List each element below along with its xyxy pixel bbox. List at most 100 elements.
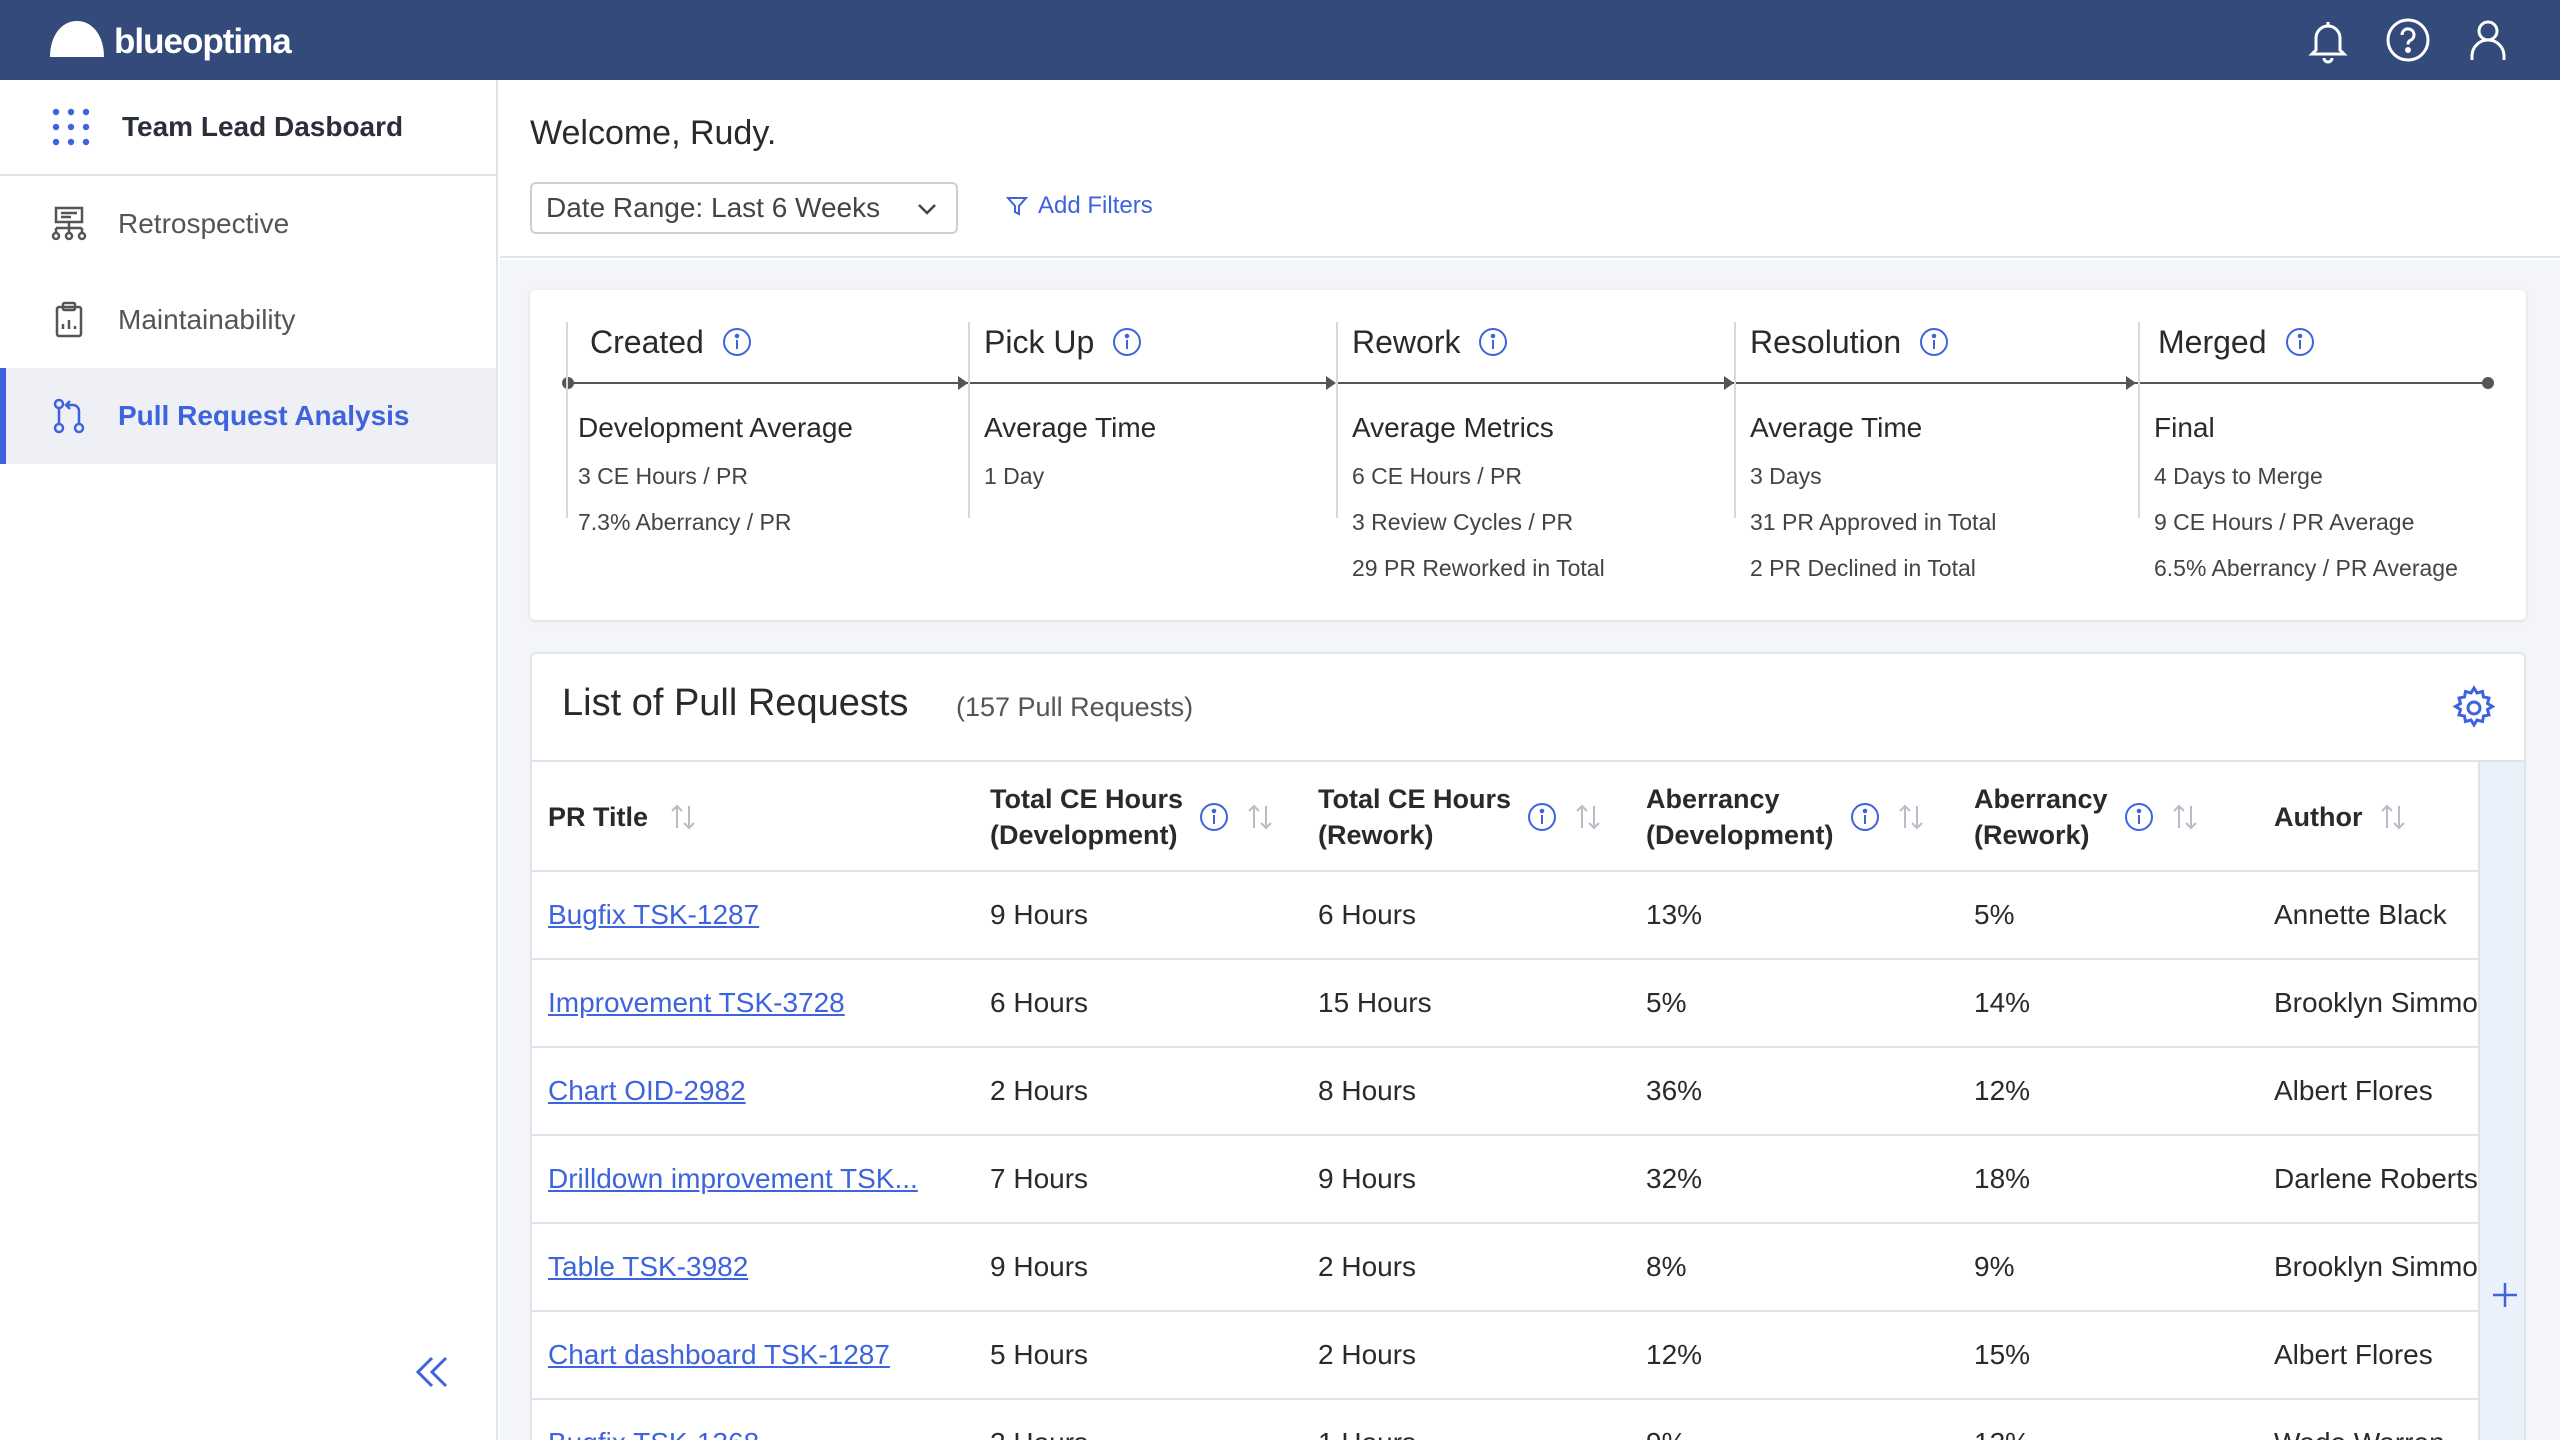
stage-metric: 6.5% Aberrancy / PR Average xyxy=(2154,555,2458,581)
pr-title-link[interactable]: Table TSK-3982 xyxy=(548,1251,749,1282)
sidebar-item-retrospective[interactable]: Retrospective xyxy=(0,176,496,272)
filter-icon xyxy=(1006,197,1028,216)
ce-hours-rework: 8 Hours xyxy=(1318,1075,1417,1106)
aberrancy-development: 36% xyxy=(1646,1075,1703,1106)
ce-hours-development: 9 Hours xyxy=(990,899,1089,930)
column-sublabel: (Rework) xyxy=(1974,820,2090,850)
sort-icon[interactable] xyxy=(2170,802,2200,832)
stage-metric: 1 Day xyxy=(984,463,1045,489)
sidebar-item-pull-request-analysis[interactable]: Pull Request Analysis xyxy=(0,368,496,464)
add-column-panel[interactable] xyxy=(2478,762,2524,1440)
table-row: Improvement TSK-3728 6 Hours 15 Hours 5%… xyxy=(532,960,2478,1048)
info-icon[interactable] xyxy=(1112,327,1142,357)
stage-rework-details: Average Metrics 6 CE Hours / PR 3 Review… xyxy=(1352,412,1605,600)
column-label: PR Title xyxy=(548,802,649,832)
stage-title: Created xyxy=(590,323,704,360)
sort-icon[interactable] xyxy=(1896,802,1926,832)
collapse-sidebar-icon[interactable] xyxy=(410,1350,454,1394)
sort-icon[interactable] xyxy=(1573,802,1603,832)
stage-metric: 7.3% Aberrancy / PR xyxy=(578,509,792,535)
brand-name: blueoptima xyxy=(114,22,292,61)
help-icon[interactable] xyxy=(2384,16,2432,64)
column-header-author[interactable]: Author xyxy=(2274,762,2408,872)
aberrancy-rework: 12% xyxy=(1974,1075,2031,1106)
brand-logo[interactable]: blueoptima xyxy=(48,16,292,62)
add-filters-button[interactable]: Add Filters xyxy=(1006,192,1153,220)
pr-title-link[interactable]: Bugfix TSK-1368 xyxy=(548,1400,978,1440)
pr-title-link[interactable]: Drilldown improvement TSK... xyxy=(548,1163,918,1194)
stage-metric: 3 Review Cycles / PR xyxy=(1352,509,1574,535)
sort-icon[interactable] xyxy=(2378,802,2408,832)
info-icon[interactable] xyxy=(2124,802,2154,832)
timeline-arrow-icon xyxy=(958,376,968,390)
timeline-segment xyxy=(970,382,1330,384)
stage-divider xyxy=(2138,322,2140,518)
aberrancy-rework: 18% xyxy=(1974,1163,2031,1194)
pr-title-link[interactable]: Chart dashboard TSK-1287 xyxy=(548,1339,890,1370)
grid-icon xyxy=(52,108,90,146)
column-header-aberrancy-rework[interactable]: Aberrancy (Rework) xyxy=(1974,762,2200,872)
stage-title: Pick Up xyxy=(984,323,1095,360)
stage-metric: 2 PR Declined in Total xyxy=(1750,555,1976,581)
pr-title-link[interactable]: Chart OID-2982 xyxy=(548,1075,746,1106)
stage-merged: Merged xyxy=(2158,320,2315,364)
pr-title-link[interactable]: Improvement TSK-3728 xyxy=(548,987,845,1018)
ce-hours-rework: 6 Hours xyxy=(1318,899,1417,930)
column-sublabel: (Development) xyxy=(990,820,1178,850)
pr-lifecycle-card: Created Development Average 3 CE Hours /… xyxy=(530,290,2526,620)
stage-created: Created xyxy=(590,320,752,364)
list-title: List of Pull Requests xyxy=(562,682,909,724)
author: Albert Flores xyxy=(2274,1339,2433,1370)
aberrancy-rework: 15% xyxy=(1974,1339,2031,1370)
column-header-aberrancy-development[interactable]: Aberrancy (Development) xyxy=(1646,762,1926,872)
plus-icon[interactable] xyxy=(2490,1280,2520,1310)
column-header-ce-hours-rework[interactable]: Total CE Hours (Rework) xyxy=(1318,762,1603,872)
info-icon[interactable] xyxy=(1199,802,1229,832)
info-icon[interactable] xyxy=(1527,802,1557,832)
table-row: Chart OID-2982 2 Hours 8 Hours 36% 12% A… xyxy=(532,1048,2478,1136)
stage-divider xyxy=(968,322,970,518)
ce-hours-development: 9 Hours xyxy=(990,1251,1089,1282)
ce-hours-rework: 9 Hours xyxy=(1318,1163,1417,1194)
ce-hours-development: 6 Hours xyxy=(990,987,1089,1018)
sidebar-item-label: Retrospective xyxy=(118,208,290,239)
author: Darlene Robertson xyxy=(2274,1163,2478,1194)
bell-icon[interactable] xyxy=(2304,16,2352,64)
clipboard-icon xyxy=(55,301,83,338)
gear-icon[interactable] xyxy=(2450,684,2498,732)
info-icon[interactable] xyxy=(1478,327,1508,357)
column-label: Total CE Hours xyxy=(990,784,1184,814)
column-label: Aberrancy xyxy=(1974,784,2108,814)
stage-divider xyxy=(1336,322,1338,518)
stage-divider xyxy=(1734,322,1736,518)
info-icon[interactable] xyxy=(722,327,752,357)
info-icon[interactable] xyxy=(1850,802,1880,832)
date-range-select[interactable]: Date Range: Last 6 Weeks xyxy=(530,182,958,234)
column-label: Total CE Hours xyxy=(1318,784,1512,814)
ce-hours-development: 2 Hours xyxy=(990,1075,1089,1106)
stage-metric: 3 Days xyxy=(1750,463,1822,489)
sidebar-header[interactable]: Team Lead Dasboard xyxy=(0,80,496,176)
column-header-pr-title[interactable]: PR Title xyxy=(548,762,698,872)
sidebar-item-maintainability[interactable]: Maintainability xyxy=(0,272,496,368)
column-sublabel: (Rework) xyxy=(1318,820,1434,850)
dashboard-title: Team Lead Dasboard xyxy=(122,111,404,142)
timeline-arrow-icon xyxy=(1724,376,1734,390)
info-icon[interactable] xyxy=(2285,327,2315,357)
sort-icon[interactable] xyxy=(1245,802,1275,832)
user-icon[interactable] xyxy=(2464,16,2512,64)
pr-title-link[interactable]: Bugfix TSK-1287 xyxy=(548,899,760,930)
top-bar: blueoptima xyxy=(0,0,2560,80)
author: Annette Black xyxy=(2274,899,2447,930)
aberrancy-development: 32% xyxy=(1646,1163,1703,1194)
aberrancy-development: 13% xyxy=(1646,899,1703,930)
ce-hours-development: 5 Hours xyxy=(990,1339,1089,1370)
stage-rework: Rework xyxy=(1352,320,1508,364)
stage-metric: 9 CE Hours / PR Average xyxy=(2154,509,2415,535)
ce-hours-rework: 15 Hours xyxy=(1318,987,1432,1018)
column-header-ce-hours-development[interactable]: Total CE Hours (Development) xyxy=(990,762,1275,872)
stage-metric: 31 PR Approved in Total xyxy=(1750,509,1997,535)
info-icon[interactable] xyxy=(1919,327,1949,357)
aberrancy-development: 5% xyxy=(1646,987,1687,1018)
sort-icon[interactable] xyxy=(668,802,698,832)
